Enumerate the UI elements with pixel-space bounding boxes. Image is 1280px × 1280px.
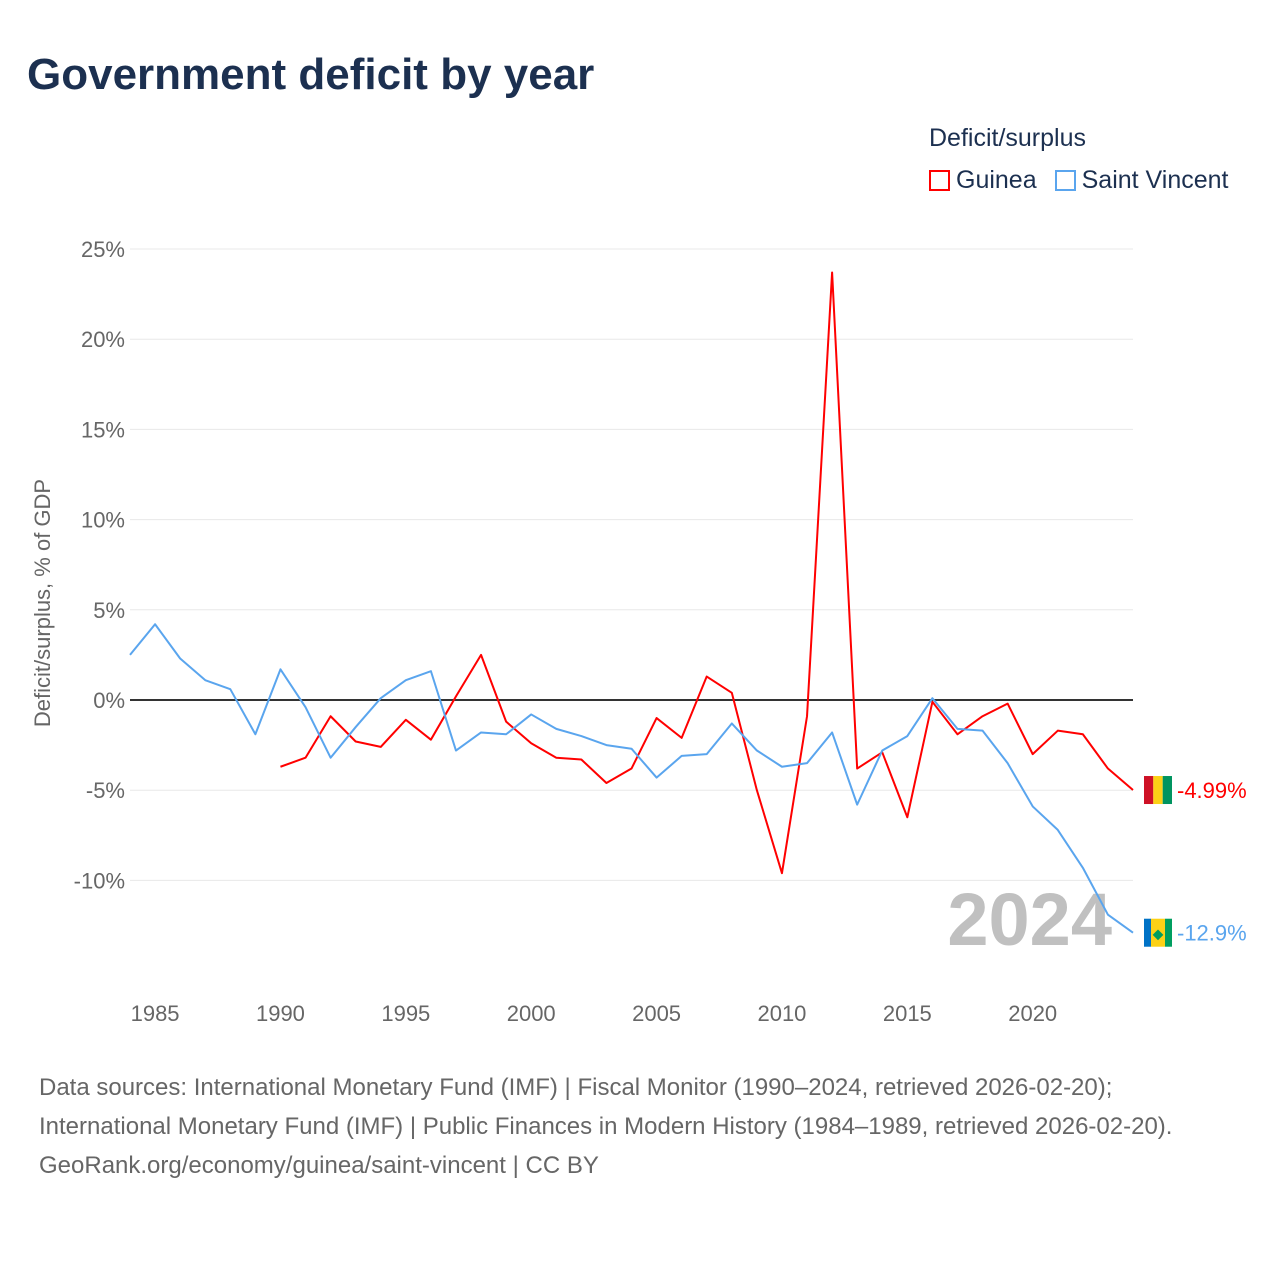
- end-value-label: -4.99%: [1177, 778, 1247, 803]
- year-watermark: 2024: [947, 878, 1112, 961]
- y-tick-label: 5%: [93, 598, 125, 623]
- legend-item-saint-vincent[interactable]: Saint Vincent: [1054, 166, 1229, 195]
- x-tick-label: 2000: [507, 1001, 556, 1026]
- chart-plot: 25% 20% 15% 10% 5% 0% -5% -10% 1985 1990 1995 2000 2…: [30, 237, 1247, 1026]
- x-tick-label: 1985: [131, 1001, 180, 1026]
- y-tick-label: 15%: [81, 417, 125, 442]
- attribution-link[interactable]: GeoRank.org/economy/guinea/saint-vincent…: [39, 1152, 599, 1179]
- x-tick-label: 1995: [381, 1001, 430, 1026]
- x-tick-label: 2020: [1008, 1001, 1057, 1026]
- flag-svg-diamonds: ◆: [1153, 926, 1164, 942]
- chart-title: Government deficit by year: [27, 50, 595, 99]
- y-tick-label: 25%: [81, 237, 125, 262]
- series-line-guinea: [280, 271, 1134, 875]
- series-line-saint-vincent: [129, 623, 1134, 934]
- y-tick-label: 0%: [93, 688, 125, 713]
- flag-guinea-green: [1162, 776, 1172, 805]
- legend-label: Guinea: [956, 166, 1037, 194]
- legend-label: Saint Vincent: [1081, 166, 1229, 194]
- legend: Guinea Saint Vincent: [929, 166, 1229, 195]
- y-tick-label: -5%: [86, 778, 125, 803]
- x-tick-label: 2005: [632, 1001, 681, 1026]
- legend-item-guinea[interactable]: Guinea: [929, 166, 1037, 195]
- flag-svg-blue: [1144, 918, 1151, 947]
- flag-guinea-yellow: [1153, 776, 1163, 805]
- legend-swatch-saint-vincent: [1054, 170, 1076, 191]
- flag-guinea-red: [1144, 776, 1154, 805]
- sources: Data sources: International Monetary Fun…: [39, 1068, 1239, 1185]
- y-tick-label: 20%: [81, 327, 125, 352]
- end-value-label: -12.9%: [1177, 921, 1247, 946]
- data-sources-text: Data sources: International Monetary Fun…: [39, 1074, 1173, 1140]
- x-tick-label: 1990: [256, 1001, 305, 1026]
- x-tick-label: 2010: [757, 1001, 806, 1026]
- x-tick-label: 2015: [883, 1001, 932, 1026]
- y-tick-label: 10%: [81, 508, 125, 533]
- y-tick-label: -10%: [74, 868, 125, 893]
- flag-svg-yellow: [1151, 918, 1165, 947]
- y-axis-label: Deficit/surplus, % of GDP: [30, 479, 55, 727]
- legend-swatch-guinea: [929, 170, 950, 191]
- legend-title: Deficit/surplus: [929, 124, 1086, 152]
- flag-svg-green: [1165, 918, 1172, 947]
